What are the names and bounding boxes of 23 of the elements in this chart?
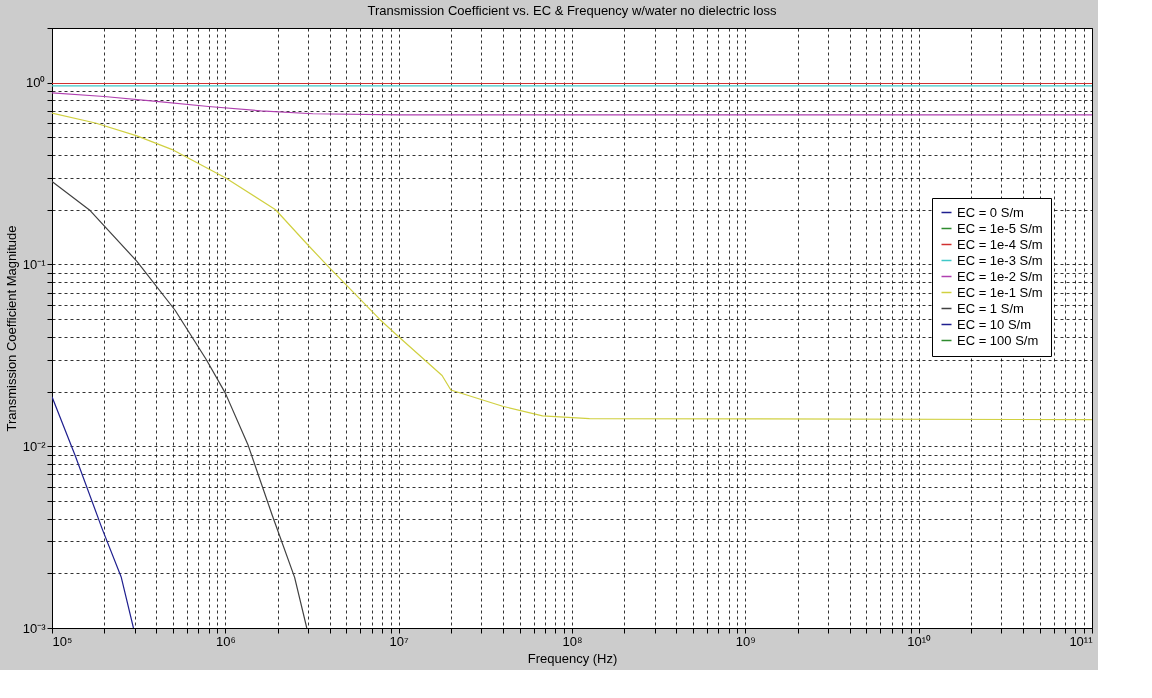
x-tick-label: 10⁹: [735, 633, 756, 649]
legend-label: EC = 100 S/m: [957, 332, 1039, 348]
y-axis-title: Transmission Coefficient Magnitude: [3, 225, 19, 432]
x-tick-label: 10⁵: [52, 633, 73, 649]
legend-label: EC = 10 S/m: [957, 316, 1032, 332]
y-tick-label: 10⁰: [26, 75, 46, 91]
y-tick-label: 10⁻³: [22, 620, 47, 636]
legend-label: EC = 1e-1 S/m: [957, 284, 1043, 300]
legend-label: EC = 1e-4 S/m: [957, 236, 1043, 252]
x-tick-label: 10⁸: [562, 633, 583, 649]
legend-label: EC = 1e-2 S/m: [957, 268, 1043, 284]
x-axis-title: Frequency (Hz): [527, 650, 618, 666]
chart-title: Transmission Coefficient vs. EC & Frequency w/water no dielectric loss: [367, 3, 777, 18]
legend-label: EC = 0 S/m: [957, 204, 1024, 220]
x-tick-label: 10¹¹: [1069, 633, 1094, 649]
y-tick-label: 10⁻²: [22, 438, 47, 454]
x-tick-label: 10¹⁰: [907, 633, 932, 649]
x-tick-label: 10⁶: [215, 633, 236, 649]
legend-label: EC = 1e-3 S/m: [957, 252, 1043, 268]
y-tick-label: 10⁻¹: [22, 256, 47, 272]
legend-label: EC = 1e-5 S/m: [957, 220, 1043, 236]
x-tick-label: 10⁷: [389, 633, 410, 649]
legend-label: EC = 1 S/m: [957, 300, 1024, 316]
